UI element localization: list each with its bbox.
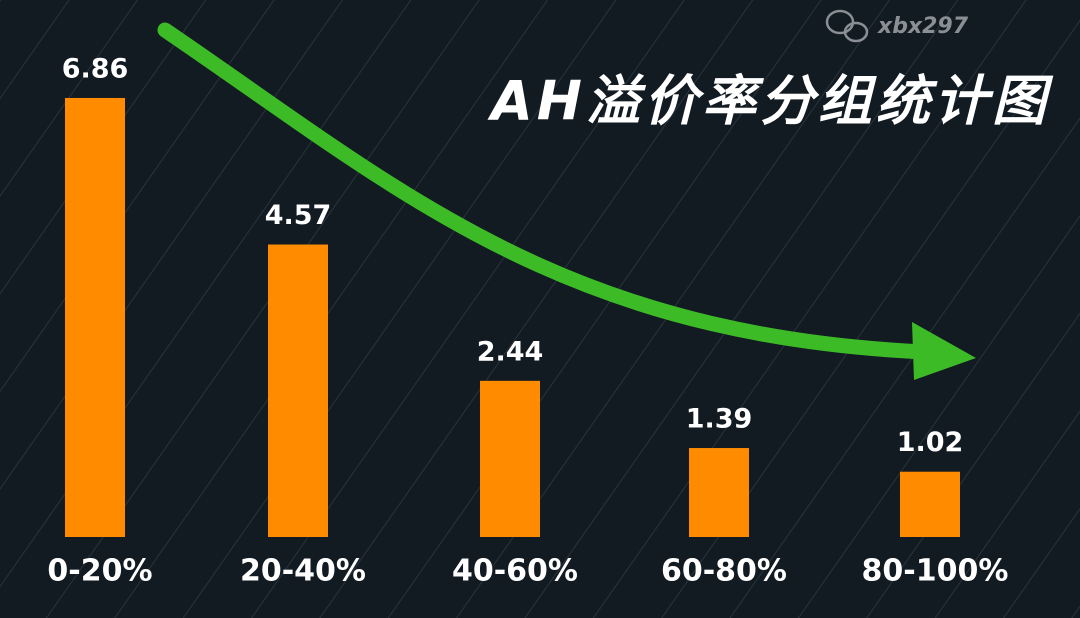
bar xyxy=(900,471,960,537)
x-tick-label: 20-40% xyxy=(240,554,366,589)
bar xyxy=(480,380,540,537)
value-label: 2.44 xyxy=(477,336,544,367)
x-tick-label: 40-60% xyxy=(452,554,578,589)
x-tick-label: 0-20% xyxy=(47,554,152,589)
value-label: 4.57 xyxy=(265,200,332,231)
value-label: 1.02 xyxy=(897,427,964,458)
value-label: 1.39 xyxy=(686,404,753,435)
x-tick-label: 80-100% xyxy=(862,554,1009,589)
bar xyxy=(689,448,749,537)
x-tick-label: 60-80% xyxy=(661,554,787,589)
value-label: 6.86 xyxy=(62,53,129,84)
trend-arrow xyxy=(157,22,976,380)
bar xyxy=(268,244,328,537)
chart-title: AH溢价率分组统计图 xyxy=(487,70,1054,133)
watermark: xbx297 xyxy=(825,9,969,43)
watermark-text: xbx297 xyxy=(877,14,969,39)
bar xyxy=(65,97,125,538)
